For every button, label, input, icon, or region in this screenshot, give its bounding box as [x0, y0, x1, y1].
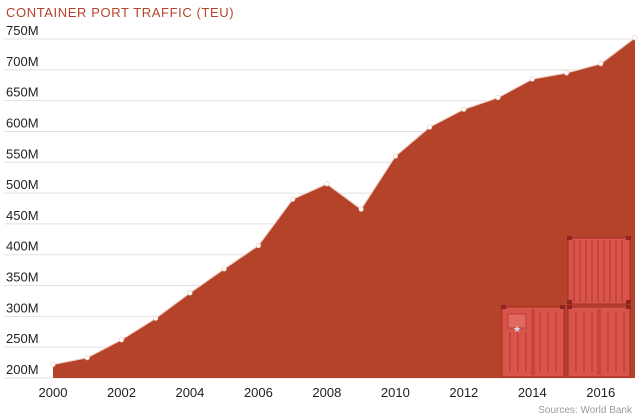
y-tick-label: 400M: [6, 239, 39, 254]
x-tick-label: 2012: [449, 385, 478, 400]
data-point-2010: [392, 153, 398, 159]
source-note: Sources: World Bank: [538, 405, 633, 416]
chart-title: CONTAINER PORT TRAFFIC (TEU): [6, 5, 235, 20]
y-axis-ticks: 200M 250M 300M 350M 400M 450M 500M 550M 600M 650M…: [6, 23, 39, 377]
y-tick-label: 250M: [6, 331, 39, 346]
data-point-2009: [358, 206, 364, 212]
x-axis-ticks: 2000 2002 2004 2006 2008 2010 2012 2014 2016: [39, 385, 616, 400]
area-series-line: [52, 37, 636, 366]
container-bottom-right-icon: [567, 305, 631, 378]
data-point-2008: [324, 181, 330, 187]
data-point-2017: [632, 35, 638, 41]
data-point-2004: [187, 290, 193, 296]
y-tick-label: 600M: [6, 115, 39, 130]
data-point-2003: [153, 315, 159, 321]
x-tick-label: 2002: [107, 385, 136, 400]
x-tick-label: 2008: [312, 385, 341, 400]
data-point-2000: [50, 361, 56, 368]
data-point-2012: [461, 106, 467, 112]
data-point-2013: [495, 94, 501, 101]
area-series: [53, 37, 635, 378]
y-tick-label: 750M: [6, 23, 39, 38]
container-top-icon: [567, 236, 631, 305]
y-tick-label: 500M: [6, 177, 39, 192]
data-point-2002: [118, 337, 125, 343]
y-tick-label: 200M: [6, 362, 39, 377]
data-point-2011: [426, 124, 433, 130]
x-tick-label: 2010: [381, 385, 410, 400]
data-point-2015: [563, 70, 570, 76]
data-points: [50, 35, 638, 368]
x-tick-label: 2016: [586, 385, 615, 400]
container-bottom-left-icon: ★: [501, 305, 565, 378]
y-tick-label: 300M: [6, 300, 39, 315]
data-point-2016: [598, 61, 604, 67]
data-point-2001: [84, 355, 90, 361]
svg-text:★: ★: [513, 325, 521, 335]
x-tick-label: 2004: [175, 385, 204, 400]
x-tick-label: 2014: [518, 385, 547, 400]
y-tick-label: 650M: [6, 85, 39, 100]
y-tick-label: 550M: [6, 146, 39, 161]
y-tick-label: 450M: [6, 208, 39, 223]
shipping-containers-icon: ★: [501, 236, 631, 378]
y-tick-label: 700M: [6, 54, 39, 69]
x-tick-label: 2006: [244, 385, 273, 400]
data-point-2007: [290, 196, 296, 202]
data-point-2014: [529, 76, 535, 82]
x-tick-label: 2000: [39, 385, 68, 400]
y-tick-label: 350M: [6, 270, 39, 285]
data-point-2005: [221, 266, 227, 272]
data-point-2006: [255, 242, 262, 249]
